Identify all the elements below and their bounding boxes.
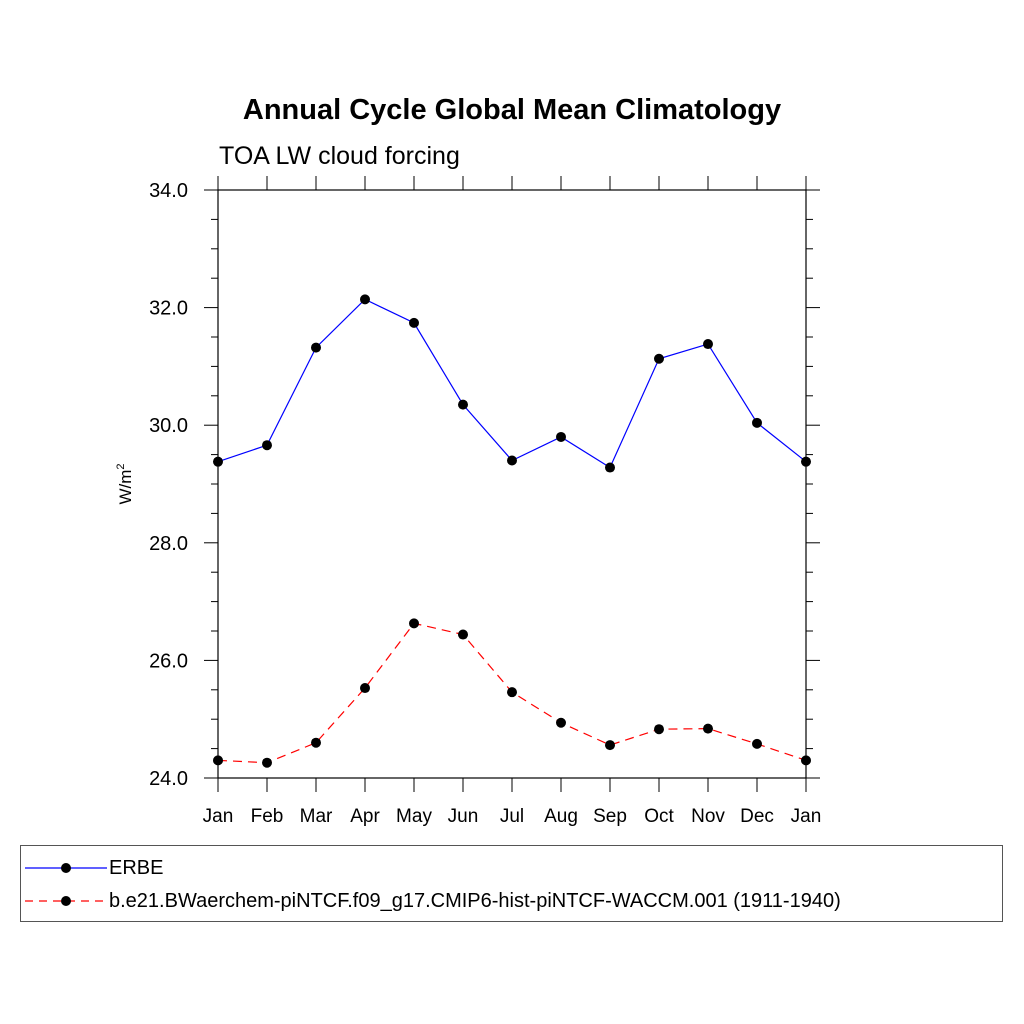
series-0-point	[458, 399, 468, 410]
series-0-point	[409, 317, 419, 328]
legend-item-erbe: ERBE	[21, 854, 1002, 884]
series-1-point	[458, 629, 468, 640]
series-1-point	[311, 737, 321, 748]
x-tick-label: Sep	[593, 806, 627, 827]
x-tick-label: Dec	[740, 806, 774, 827]
chart-title: Annual Cycle Global Mean Climatology	[242, 94, 782, 126]
series-1-point	[213, 755, 223, 766]
legend-label-model: b.e21.BWaerchem-piNTCF.f09_g17.CMIP6-his…	[109, 890, 841, 912]
x-tick-label: Aug	[544, 806, 578, 827]
series-0-point	[213, 456, 223, 467]
series-1-point	[801, 755, 811, 766]
x-tick-label: Jan	[791, 806, 822, 827]
series-0-point	[262, 440, 272, 451]
x-tick-label: Nov	[691, 806, 725, 827]
y-tick-label: 26.0	[149, 650, 188, 672]
y-tick-label: 24.0	[149, 768, 188, 790]
series-line-0	[217, 298, 807, 469]
x-tick-label: Jan	[203, 806, 234, 827]
series-0-point	[507, 455, 517, 466]
y-tick-label: 32.0	[149, 298, 188, 320]
series-1-point	[703, 723, 713, 734]
series-0-point	[360, 294, 370, 305]
series-1-point	[360, 683, 370, 694]
series-0-point	[703, 339, 713, 350]
x-tick-label: Apr	[350, 806, 380, 827]
legend: ERBE b.e21.BWaerchem-piNTCF.f09_g17.CMIP…	[20, 845, 1003, 922]
legend-swatch-erbe	[25, 863, 107, 873]
legend-swatch-model	[25, 896, 107, 906]
series-0-point	[556, 431, 566, 442]
series-1-point	[605, 740, 615, 751]
series-1-point	[409, 618, 419, 629]
x-tick-label: Mar	[300, 806, 333, 827]
x-tick-label: May	[396, 806, 432, 827]
series-1-point	[752, 738, 762, 749]
series-0-point	[605, 462, 615, 473]
series-1-point	[507, 687, 517, 698]
y-axis-label: W/m2	[115, 463, 135, 504]
x-tick-label: Feb	[251, 806, 284, 827]
series-1-point	[654, 724, 664, 735]
legend-label-erbe: ERBE	[109, 857, 164, 879]
series-0-point	[752, 417, 762, 428]
x-tick-label: Jun	[448, 806, 479, 827]
y-tick-label: 34.0	[149, 180, 188, 202]
series-1-point	[262, 757, 272, 768]
series-0-point	[654, 353, 664, 364]
chart-subtitle: TOA LW cloud forcing	[219, 142, 460, 170]
y-tick-label: 30.0	[149, 415, 188, 437]
series-1-point	[556, 717, 566, 728]
series-0-point	[801, 456, 811, 467]
series-0-point	[311, 342, 321, 353]
x-tick-label: Jul	[500, 806, 524, 827]
x-tick-label: Oct	[644, 806, 674, 827]
y-tick-label: 28.0	[149, 533, 188, 555]
legend-item-model: b.e21.BWaerchem-piNTCF.f09_g17.CMIP6-his…	[21, 887, 1002, 917]
